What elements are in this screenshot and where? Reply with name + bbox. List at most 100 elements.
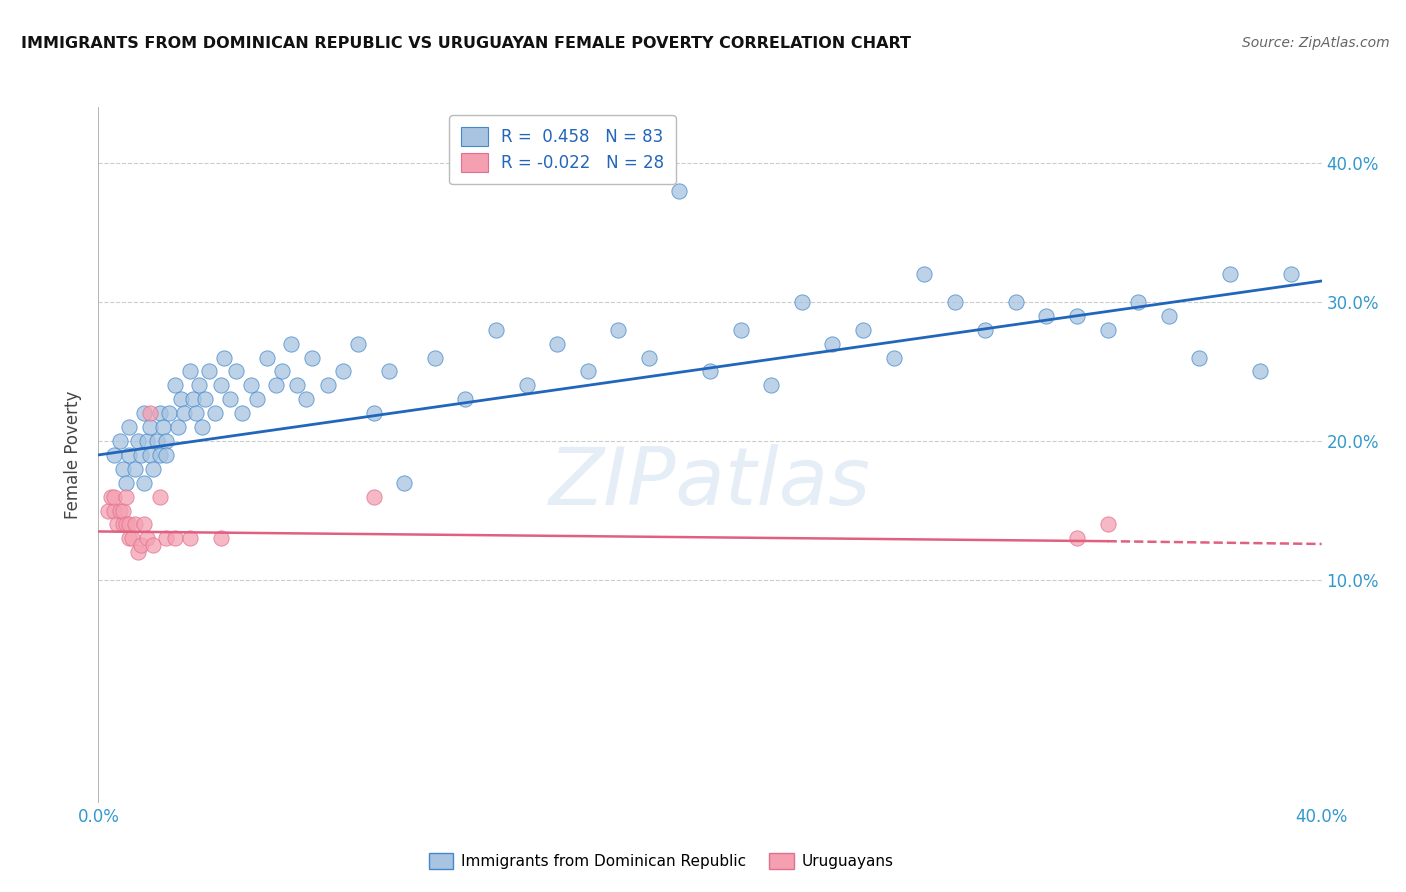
Point [136, 434, 159, 448]
Point [1249, 364, 1271, 378]
Point [316, 378, 339, 392]
Point [212, 351, 235, 365]
Point [124, 517, 146, 532]
Point [546, 336, 568, 351]
Point [103, 503, 125, 517]
Text: ZIPatlas: ZIPatlas [548, 443, 872, 522]
Point [127, 545, 149, 559]
Point [108, 434, 131, 448]
Point [730, 323, 752, 337]
Point [142, 462, 165, 476]
Point [179, 532, 201, 546]
Point [1219, 267, 1241, 281]
Point [1157, 309, 1180, 323]
Point [699, 364, 721, 378]
Point [103, 448, 125, 462]
Point [240, 378, 263, 392]
Point [485, 323, 508, 337]
Y-axis label: Female Poverty: Female Poverty [65, 391, 83, 519]
Point [883, 351, 905, 365]
Point [347, 336, 370, 351]
Point [197, 364, 219, 378]
Point [332, 364, 354, 378]
Point [179, 364, 201, 378]
Point [115, 475, 138, 490]
Point [209, 532, 232, 546]
Point [103, 490, 125, 504]
Point [852, 323, 875, 337]
Point [121, 532, 143, 546]
Point [134, 475, 156, 490]
Point [1066, 532, 1088, 546]
Point [127, 434, 149, 448]
Legend: Immigrants from Dominican Republic, Uruguayans: Immigrants from Dominican Republic, Urug… [423, 847, 900, 875]
Point [264, 378, 287, 392]
Point [378, 364, 401, 378]
Point [155, 434, 177, 448]
Point [204, 406, 226, 420]
Point [188, 378, 211, 392]
Point [912, 267, 935, 281]
Point [149, 406, 172, 420]
Point [974, 323, 997, 337]
Point [363, 406, 385, 420]
Point [139, 420, 162, 434]
Point [129, 448, 152, 462]
Point [111, 517, 134, 532]
Text: Source: ZipAtlas.com: Source: ZipAtlas.com [1241, 36, 1389, 50]
Point [454, 392, 477, 407]
Point [163, 532, 186, 546]
Point [637, 351, 661, 365]
Point [134, 406, 156, 420]
Point [149, 448, 172, 462]
Point [139, 406, 162, 420]
Point [157, 406, 180, 420]
Point [170, 392, 193, 407]
Point [301, 351, 323, 365]
Point [516, 378, 538, 392]
Point [186, 406, 208, 420]
Point [149, 490, 172, 504]
Point [115, 490, 138, 504]
Point [129, 538, 152, 552]
Point [1066, 309, 1088, 323]
Point [295, 392, 318, 407]
Point [139, 448, 162, 462]
Point [607, 323, 630, 337]
Point [163, 378, 186, 392]
Point [136, 532, 159, 546]
Point [225, 364, 247, 378]
Point [115, 517, 138, 532]
Point [155, 532, 177, 546]
Point [173, 406, 195, 420]
Point [167, 420, 190, 434]
Point [155, 448, 177, 462]
Point [124, 462, 146, 476]
Point [194, 392, 217, 407]
Point [668, 184, 690, 198]
Point [145, 434, 167, 448]
Point [246, 392, 269, 407]
Point [821, 336, 844, 351]
Point [111, 503, 134, 517]
Point [943, 294, 966, 309]
Point [118, 517, 141, 532]
Point [231, 406, 253, 420]
Point [285, 378, 308, 392]
Point [759, 378, 782, 392]
Point [108, 503, 131, 517]
Point [181, 392, 204, 407]
Point [256, 351, 278, 365]
Point [105, 517, 128, 532]
Point [1279, 267, 1302, 281]
Point [270, 364, 292, 378]
Point [1097, 323, 1119, 337]
Point [152, 420, 174, 434]
Point [142, 538, 165, 552]
Point [118, 532, 141, 546]
Point [392, 475, 416, 490]
Point [97, 503, 120, 517]
Point [191, 420, 214, 434]
Point [219, 392, 242, 407]
Point [423, 351, 446, 365]
